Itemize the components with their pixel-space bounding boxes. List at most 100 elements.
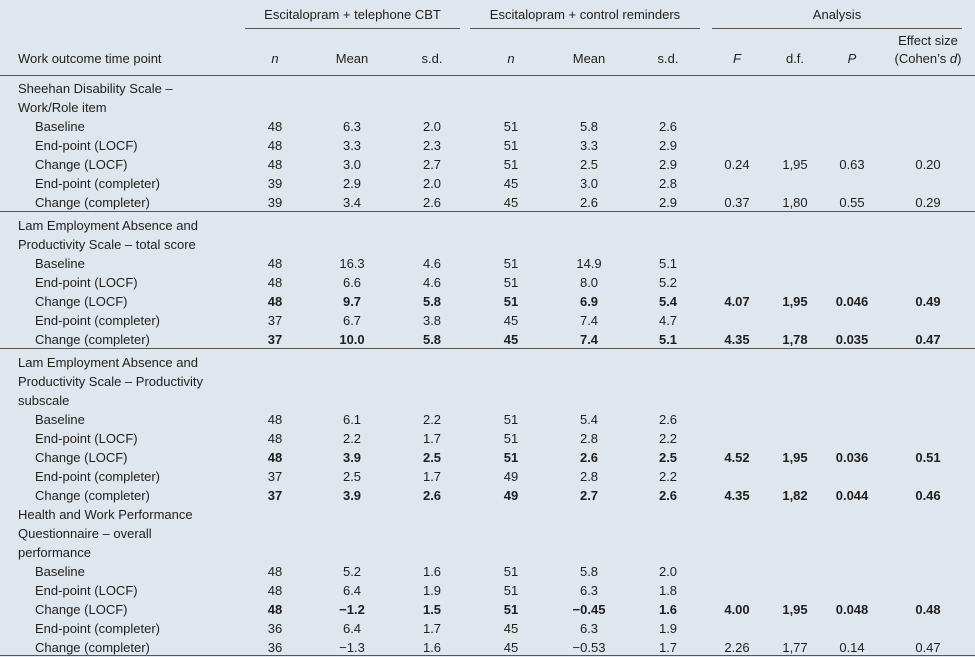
cell: 2.7	[579, 487, 599, 503]
cell: 6.3	[579, 620, 599, 636]
cell: 3.0	[342, 156, 362, 172]
cell: 51	[503, 156, 519, 172]
cell: 48	[267, 274, 283, 290]
cell: 4.7	[658, 312, 678, 328]
cell: 1.7	[422, 430, 442, 446]
cell: 2.2	[342, 430, 362, 446]
row-label: Change (LOCF)	[35, 156, 128, 172]
cell: 2.5	[658, 449, 678, 465]
cell: 2.6	[579, 449, 599, 465]
cell: 48	[267, 563, 283, 579]
cell: 16.3	[339, 255, 365, 271]
cell: 51	[503, 255, 519, 271]
cell: 5.8	[579, 563, 599, 579]
cell: 48	[267, 255, 283, 271]
cell: 4.52	[724, 449, 750, 465]
cell: 51	[503, 411, 519, 427]
cell: 0.49	[915, 293, 941, 309]
cell: 5.8	[422, 293, 442, 309]
cell: 2.0	[422, 118, 442, 134]
cell: −0.53	[572, 639, 606, 655]
cell: 48	[267, 449, 283, 465]
cell: 2.26	[724, 639, 750, 655]
cell: 1,95	[782, 601, 808, 617]
cell: 0.47	[915, 331, 941, 347]
cell: 48	[267, 137, 283, 153]
cell: 51	[503, 430, 519, 446]
cell: 5.4	[579, 411, 599, 427]
cell: 45	[503, 175, 519, 191]
cell: 1,80	[782, 194, 808, 210]
cell: 51	[503, 274, 519, 290]
cell: 6.3	[342, 118, 362, 134]
cell: 2.6	[658, 118, 678, 134]
cell: 6.4	[342, 620, 362, 636]
row-label: Change (completer)	[35, 487, 150, 503]
column-header: P	[847, 50, 857, 66]
cell: 51	[503, 137, 519, 153]
cell: 1.7	[422, 620, 442, 636]
cell: 0.29	[915, 194, 941, 210]
cell: 5.1	[658, 255, 678, 271]
cell: 6.3	[579, 582, 599, 598]
row-label: Change (completer)	[35, 194, 150, 210]
cell: 2.8	[579, 468, 599, 484]
row-label: End-point (LOCF)	[35, 430, 138, 446]
cell: 39	[267, 194, 283, 210]
cell: 36	[267, 620, 283, 636]
cell: 45	[503, 639, 519, 655]
cell: 1.8	[658, 582, 678, 598]
group-header: Analysis	[812, 6, 862, 22]
section-title: subscale	[18, 392, 70, 408]
column-header: (Cohen’s d)	[895, 49, 962, 68]
cell: 51	[503, 582, 519, 598]
cell: 3.9	[342, 449, 362, 465]
cell: 36	[267, 639, 283, 655]
rule	[0, 211, 975, 212]
cell: 48	[267, 601, 283, 617]
column-header: Mean	[572, 50, 606, 66]
cell: 1,95	[782, 293, 808, 309]
cell: 6.1	[342, 411, 362, 427]
column-header: n	[507, 50, 515, 66]
column-header: Mean	[335, 50, 369, 66]
cell: 0.035	[835, 331, 869, 347]
cell: 5.2	[658, 274, 678, 290]
cell: 7.4	[579, 331, 599, 347]
cell: 1,77	[782, 639, 808, 655]
cell: 4.6	[422, 274, 442, 290]
cell: 10.0	[339, 331, 365, 347]
section-title: Lam Employment Absence and	[18, 354, 198, 370]
rule	[0, 75, 975, 76]
row-label: Change (completer)	[35, 331, 150, 347]
cell: 0.044	[835, 487, 869, 503]
cell: 3.3	[579, 137, 599, 153]
cell: 49	[503, 487, 519, 503]
cell: 1,82	[782, 487, 808, 503]
cell: 2.2	[658, 430, 678, 446]
cell: 6.4	[342, 582, 362, 598]
cell: 45	[503, 312, 519, 328]
cell: 0.036	[835, 449, 869, 465]
cell: 2.6	[579, 194, 599, 210]
cell: 2.8	[579, 430, 599, 446]
row-label: Change (completer)	[35, 639, 150, 655]
cell: 0.046	[835, 293, 869, 309]
cell: 1,78	[782, 331, 808, 347]
header-text: )	[957, 50, 962, 66]
cell: 0.47	[915, 639, 941, 655]
cell: 0.20	[915, 156, 941, 172]
cell: 51	[503, 563, 519, 579]
section-title: Sheehan Disability Scale –	[18, 80, 173, 96]
cell: 51	[503, 118, 519, 134]
cell: 2.8	[658, 175, 678, 191]
cell: 3.8	[422, 312, 442, 328]
column-header: s.d.	[421, 50, 443, 66]
cell: 1.9	[658, 620, 678, 636]
header-text: d	[949, 50, 958, 66]
cell: 0.63	[839, 156, 865, 172]
cell: 6.7	[342, 312, 362, 328]
cell: 1.5	[422, 601, 442, 617]
row-label: Change (LOCF)	[35, 449, 128, 465]
cell: 4.35	[724, 331, 750, 347]
